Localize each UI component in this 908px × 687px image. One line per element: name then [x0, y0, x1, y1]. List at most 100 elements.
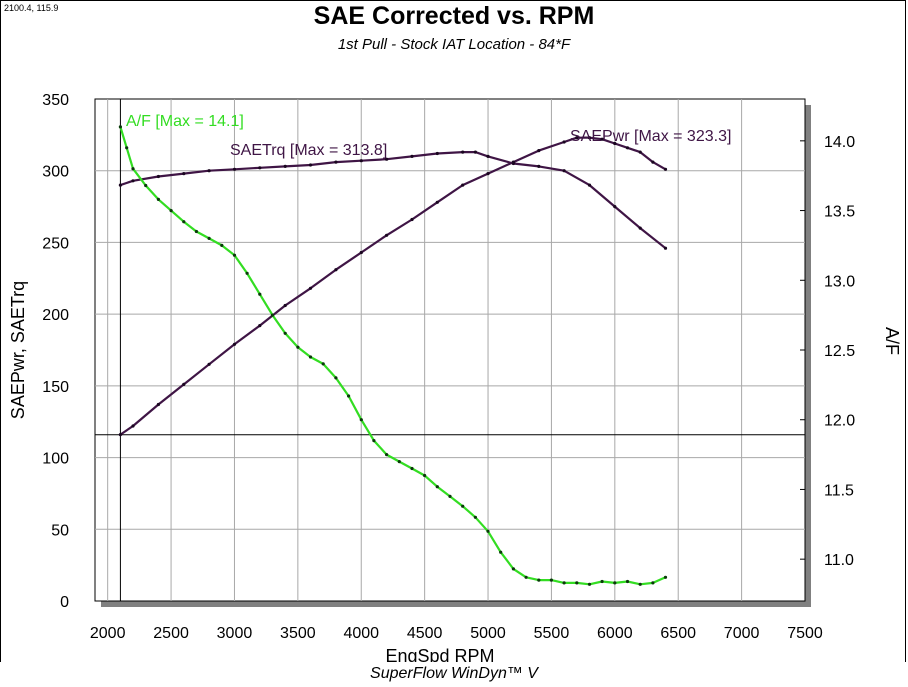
- af-point: [625, 579, 630, 584]
- chart-frame: [0, 0, 906, 662]
- af-point: [638, 582, 642, 586]
- torque-point: [587, 183, 592, 187]
- af-point: [448, 494, 452, 498]
- power-point: [435, 200, 439, 204]
- torque-point: [207, 169, 211, 173]
- x-tick-label: 4000: [343, 625, 379, 642]
- af-point: [524, 575, 528, 579]
- power-point: [587, 136, 592, 140]
- af-point: [385, 453, 389, 457]
- af-point: [651, 581, 655, 585]
- power-point: [663, 167, 668, 171]
- af-point: [499, 550, 503, 554]
- power-point: [131, 424, 135, 428]
- power-point: [283, 303, 287, 308]
- power-point: [575, 136, 579, 140]
- af-point: [245, 271, 249, 275]
- cursor-crosshair[interactable]: [95, 99, 805, 601]
- power-point: [562, 140, 566, 144]
- af-point: [270, 313, 275, 317]
- y2-tick-label: 11.0: [824, 552, 854, 569]
- y-tick-label: 150: [42, 379, 69, 396]
- power-series-label: SAEPwr [Max = 323.3]: [570, 128, 731, 145]
- af-point: [663, 575, 668, 579]
- af-point: [194, 229, 198, 234]
- power-point: [207, 362, 211, 366]
- x-tick-label: 3000: [217, 625, 253, 642]
- y-tick-label: 100: [42, 451, 69, 468]
- torque-series: [118, 150, 668, 250]
- torque-point: [334, 160, 338, 164]
- af-point: [537, 578, 541, 582]
- torque-point: [663, 246, 668, 250]
- af-point: [118, 125, 122, 129]
- torque-point: [308, 163, 313, 167]
- cursor-coordinate-readout: 2100.4, 115.9: [4, 3, 59, 13]
- af-point: [207, 236, 211, 240]
- x-tick-label: 7500: [787, 625, 823, 642]
- y2-tick-label: 12.0: [824, 413, 855, 430]
- af-point: [410, 466, 414, 471]
- af-point: [562, 581, 566, 585]
- af-point: [359, 418, 363, 422]
- torque-point: [562, 169, 566, 173]
- power-point: [600, 137, 604, 141]
- power-point: [258, 324, 262, 328]
- af-point: [575, 581, 579, 585]
- software-footer: SuperFlow WinDyn™ V: [370, 665, 538, 682]
- power-point: [359, 250, 363, 255]
- af-point: [473, 515, 477, 519]
- af-point: [296, 345, 300, 349]
- torque-point: [131, 179, 135, 183]
- torque-point: [537, 164, 541, 168]
- af-point: [600, 579, 604, 584]
- x-tick-label: 2500: [153, 625, 189, 642]
- af-point: [347, 394, 351, 398]
- power-point: [156, 402, 160, 407]
- torque-point: [511, 161, 515, 166]
- af-point: [397, 460, 401, 464]
- y-tick-label: 250: [42, 235, 69, 252]
- af-point: [435, 485, 439, 489]
- power-point: [613, 141, 617, 146]
- x-axis-ticks: 2000 2500 3000 3500 4000 4500 5000 5500 6000 6500…: [90, 625, 823, 642]
- power-point: [486, 172, 490, 176]
- af-point: [321, 362, 325, 366]
- chart-title: SAE Corrected vs. RPM: [313, 2, 595, 30]
- left-y-axis-ticks: 0 50 100 150 200 250 300 350: [42, 92, 69, 611]
- x-tick-label: 2000: [90, 625, 126, 642]
- torque-point: [118, 183, 122, 187]
- grid-lines: [95, 99, 805, 601]
- power-point: [625, 146, 630, 150]
- x-tick-label: 5500: [534, 625, 570, 642]
- torque-point: [182, 172, 186, 176]
- power-point: [461, 183, 465, 187]
- torque-point: [613, 205, 617, 209]
- power-point: [410, 217, 414, 222]
- af-point: [232, 253, 237, 257]
- torque-point: [156, 174, 160, 179]
- torque-point: [473, 150, 477, 154]
- y-tick-label: 0: [60, 594, 69, 611]
- y-tick-label: 350: [42, 92, 69, 109]
- torque-series-label: SAETrq [Max = 313.8]: [230, 142, 387, 159]
- x-tick-label: 4500: [407, 625, 443, 642]
- af-point: [613, 581, 617, 585]
- series-layer: [118, 125, 668, 586]
- power-point: [118, 433, 122, 437]
- chart-plot[interactable]: 2000 2500 3000 3500 4000 4500 5000 5500 6000 6500…: [0, 0, 908, 662]
- af-point: [220, 243, 224, 247]
- af-point: [587, 582, 592, 586]
- x-tick-label: 3500: [280, 625, 316, 642]
- af-point: [334, 376, 338, 380]
- torque-point: [638, 226, 642, 230]
- x-tick-label: 6500: [660, 625, 696, 642]
- torque-point: [385, 157, 389, 161]
- y2-tick-label: 14.0: [824, 134, 855, 151]
- af-point: [486, 529, 490, 533]
- af-point: [131, 167, 135, 171]
- af-point: [461, 504, 465, 508]
- power-point: [537, 149, 541, 153]
- y2-tick-label: 11.5: [824, 482, 854, 499]
- torque-point: [258, 166, 262, 170]
